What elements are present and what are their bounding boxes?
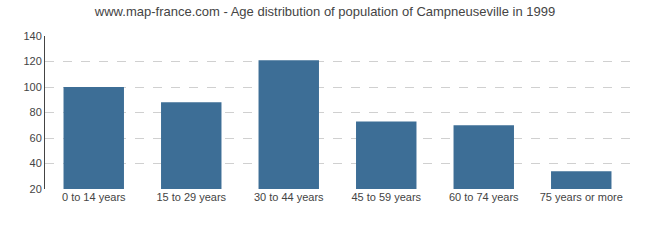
svg-text:15 to 29 years: 15 to 29 years: [156, 191, 226, 203]
svg-text:60: 60: [30, 132, 42, 144]
svg-text:100: 100: [23, 81, 41, 93]
svg-text:0 to 14 years: 0 to 14 years: [62, 191, 126, 203]
svg-text:www.map-france.com - Age distr: www.map-france.com - Age distribution of…: [94, 4, 555, 19]
svg-text:140: 140: [23, 30, 41, 42]
svg-text:30 to 44 years: 30 to 44 years: [254, 191, 324, 203]
svg-text:20: 20: [30, 183, 42, 195]
svg-text:120: 120: [23, 55, 41, 67]
svg-text:45 to 59 years: 45 to 59 years: [351, 191, 421, 203]
svg-text:80: 80: [30, 106, 42, 118]
svg-text:40: 40: [30, 157, 42, 169]
svg-text:75 years or more: 75 years or more: [540, 191, 623, 203]
svg-text:60 to 74 years: 60 to 74 years: [449, 191, 519, 203]
